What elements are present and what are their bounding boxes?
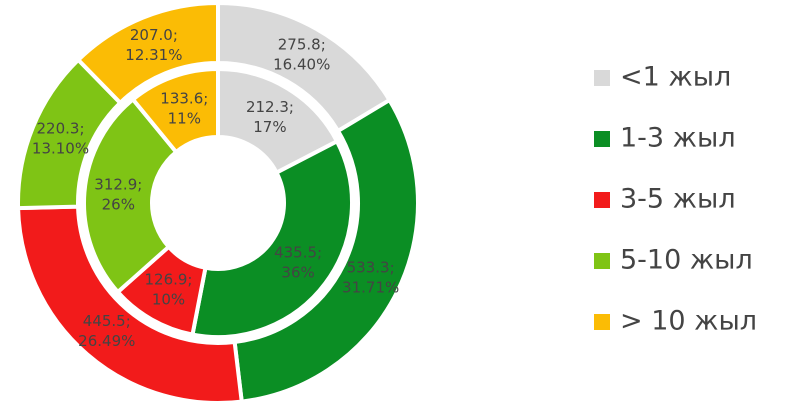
slice (190, 138, 354, 339)
legend-label: 3-5 жыл (620, 184, 736, 215)
legend-label: > 10 жыл (620, 306, 757, 337)
slice (16, 204, 244, 405)
value-label: 133.6; (160, 89, 208, 107)
legend-label: <1 жыл (620, 62, 731, 93)
slice (232, 97, 420, 404)
legend-swatch (594, 131, 610, 147)
legend-label: 5-10 жыл (620, 245, 753, 276)
value-label: 435.5; (274, 243, 322, 261)
percent-label: 13.10% (32, 139, 89, 157)
value-label: 220.3; (37, 119, 85, 137)
legend-swatch (594, 192, 610, 208)
value-label: 312.9; (94, 176, 142, 194)
value-label: 275.8; (278, 36, 326, 54)
slice (82, 96, 179, 295)
slice (216, 66, 340, 176)
value-label: 207.0; (130, 26, 178, 44)
slice (130, 66, 220, 155)
legend-swatch (594, 253, 610, 269)
value-label: 126.9; (144, 270, 192, 288)
legend-swatch (594, 314, 610, 330)
legend-label: 1-3 жыл (620, 123, 736, 154)
percent-label: 17% (253, 118, 286, 136)
percent-label: 16.40% (273, 56, 330, 74)
percent-label: 36% (281, 263, 314, 281)
slice (75, 0, 220, 106)
value-label: 445.5; (83, 312, 131, 330)
percent-label: 26.49% (78, 332, 135, 350)
percent-label: 11% (168, 109, 201, 127)
legend-swatch (594, 70, 610, 86)
percent-label: 31.71% (342, 278, 399, 296)
value-label: 533.3; (347, 258, 395, 276)
value-label: 212.3; (246, 98, 294, 116)
percent-label: 12.31% (125, 46, 182, 64)
percent-label: 10% (152, 290, 185, 308)
percent-label: 26% (102, 196, 135, 214)
